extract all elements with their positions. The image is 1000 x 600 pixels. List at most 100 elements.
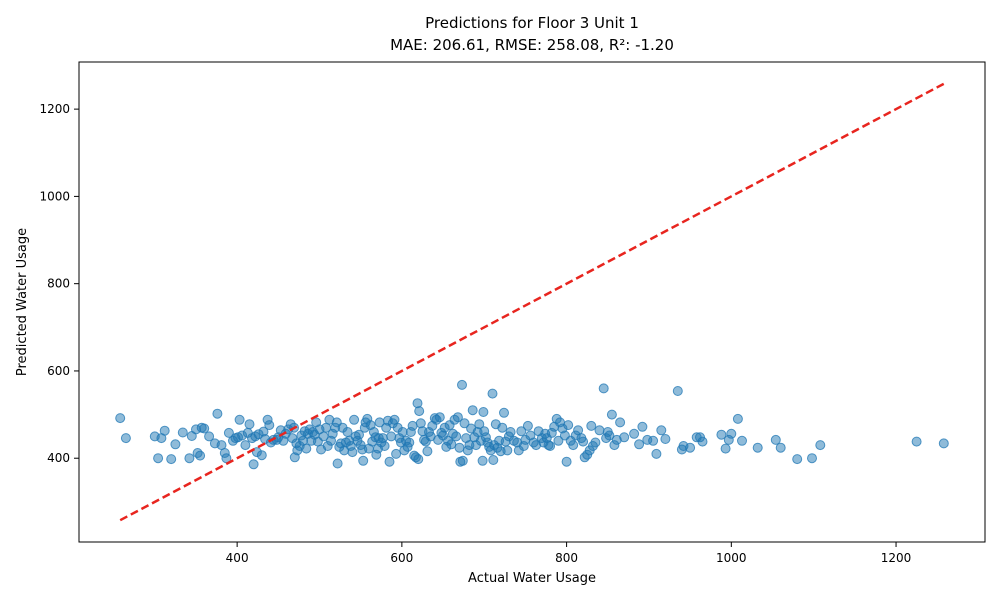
- data-point: [386, 431, 397, 442]
- data-point: [301, 443, 312, 454]
- x-axis-label: Actual Water Usage: [468, 571, 596, 586]
- data-point: [516, 426, 527, 437]
- data-point: [159, 425, 170, 436]
- data-point: [184, 453, 195, 464]
- data-point: [384, 456, 395, 467]
- data-point: [354, 429, 364, 440]
- data-point: [568, 440, 579, 451]
- data-point: [497, 422, 508, 433]
- data-point: [115, 413, 126, 424]
- data-point: [651, 448, 662, 459]
- data-point: [414, 406, 425, 417]
- data-point: [606, 409, 617, 420]
- data-point: [598, 383, 609, 394]
- data-point: [195, 450, 206, 461]
- data-point: [120, 433, 131, 444]
- data-point: [656, 425, 667, 436]
- plot-area: 400 600 800 1000 1200 400 600 800 1000 1200: [39, 61, 986, 565]
- y-tick-label: 1200: [39, 102, 70, 116]
- y-tick-label: 800: [47, 277, 70, 291]
- data-point: [397, 427, 408, 437]
- data-point: [264, 420, 275, 431]
- data-point: [685, 442, 696, 453]
- data-point: [737, 435, 747, 446]
- data-point: [452, 412, 463, 423]
- x-tick-label: 600: [390, 551, 413, 565]
- data-point: [561, 456, 572, 467]
- data-point: [199, 423, 210, 434]
- data-point: [590, 437, 601, 448]
- data-point: [446, 439, 457, 450]
- data-point: [499, 407, 509, 418]
- data-point: [204, 431, 215, 442]
- data-point: [578, 436, 589, 447]
- y-tick-label: 600: [47, 364, 70, 378]
- data-point: [938, 438, 949, 449]
- data-point: [457, 455, 468, 466]
- data-point: [347, 447, 358, 458]
- axes-background: [79, 62, 985, 542]
- data-point: [467, 405, 478, 416]
- data-point: [775, 442, 786, 453]
- data-point: [153, 453, 164, 464]
- data-point: [522, 420, 533, 431]
- data-point: [379, 441, 390, 451]
- data-point: [634, 439, 645, 450]
- data-point: [474, 419, 485, 430]
- scatter-points: [115, 379, 949, 470]
- data-point: [349, 414, 360, 425]
- data-point: [177, 427, 188, 438]
- x-tick-label: 1000: [716, 551, 747, 565]
- data-point: [615, 417, 626, 428]
- data-point: [502, 445, 513, 456]
- data-point: [726, 428, 737, 439]
- data-point: [404, 437, 415, 448]
- data-point: [459, 418, 470, 429]
- data-point: [697, 436, 708, 447]
- data-point: [454, 442, 465, 453]
- data-point: [477, 455, 488, 466]
- data-point: [407, 420, 418, 431]
- data-point: [244, 419, 255, 430]
- data-point: [223, 427, 234, 438]
- data-point: [358, 455, 369, 466]
- data-point: [720, 443, 731, 454]
- data-point: [505, 427, 516, 437]
- data-point: [594, 425, 605, 436]
- data-point: [413, 454, 424, 465]
- x-tick-label: 1200: [881, 551, 912, 565]
- data-point: [604, 430, 615, 441]
- data-point: [166, 454, 177, 465]
- data-point: [807, 453, 817, 464]
- x-tick-label: 800: [555, 551, 578, 565]
- data-point: [716, 429, 727, 440]
- chart-title: Predictions for Floor 3 Unit 1: [425, 14, 639, 32]
- data-point: [478, 407, 489, 417]
- data-point: [256, 450, 267, 461]
- data-point: [911, 436, 922, 447]
- data-point: [342, 427, 353, 437]
- y-tick-label: 1000: [39, 189, 70, 203]
- data-point: [648, 435, 659, 446]
- data-point: [563, 420, 574, 431]
- data-point: [332, 458, 343, 469]
- data-point: [553, 435, 564, 446]
- data-point: [457, 379, 467, 390]
- data-point: [732, 413, 743, 424]
- data-point: [487, 388, 498, 399]
- data-point: [660, 434, 671, 444]
- x-tick-label: 400: [226, 551, 249, 565]
- data-point: [637, 421, 648, 432]
- data-point: [586, 420, 597, 431]
- axes-frame: [78, 61, 986, 543]
- data-point: [770, 434, 781, 445]
- data-point: [248, 459, 259, 470]
- chart-subtitle: MAE: 206.61, RMSE: 258.08, R²: -1.20: [390, 36, 674, 54]
- y-tick-label: 400: [47, 451, 70, 465]
- data-point: [451, 431, 462, 442]
- data-point: [170, 439, 181, 450]
- data-point: [422, 446, 433, 457]
- data-point: [488, 455, 499, 465]
- data-point: [545, 441, 556, 451]
- data-point: [629, 428, 640, 439]
